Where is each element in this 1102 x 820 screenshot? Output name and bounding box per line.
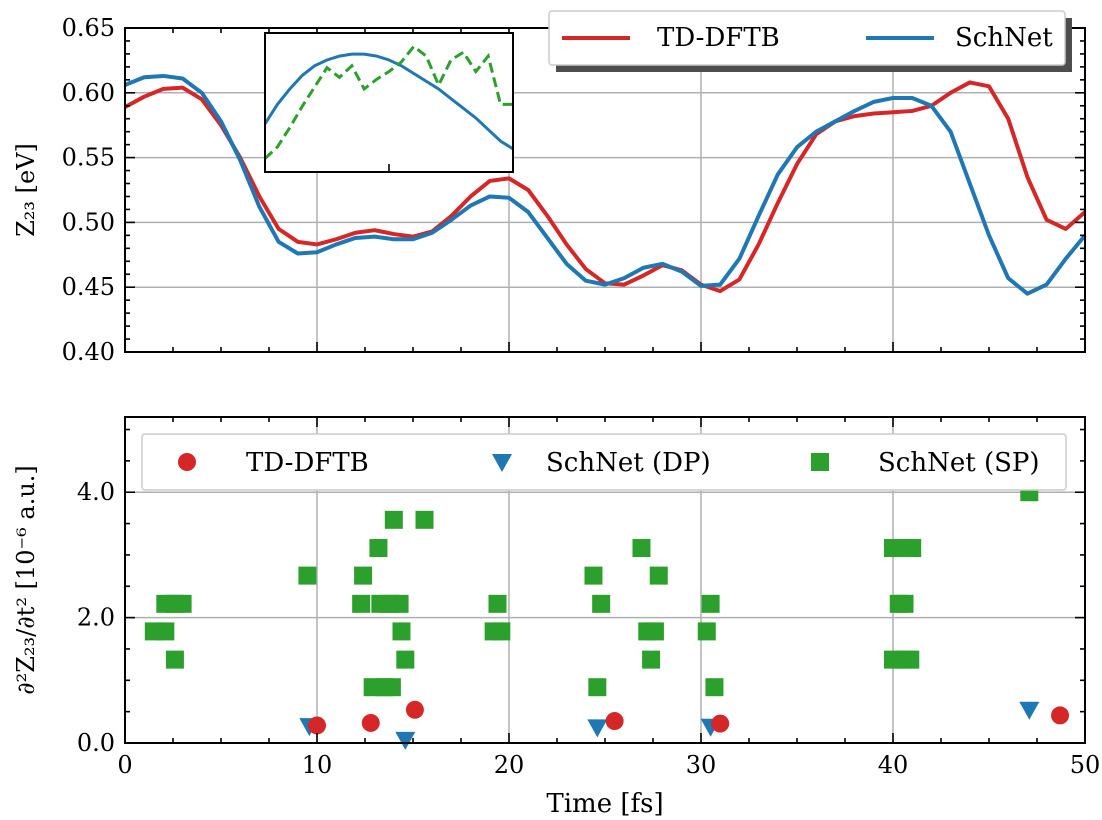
point-square <box>392 622 411 641</box>
point-square <box>649 566 668 585</box>
point-circle <box>308 716 326 735</box>
top-panel: 0.40 0.45 0.50 0.55 0.60 0.65 Z₂₃ [eV] TD-DFT… <box>12 10 1087 366</box>
point-triangle-down <box>1019 701 1040 720</box>
point-triangle-down <box>587 719 608 738</box>
inset-line-solid <box>263 52 514 151</box>
x-tick-label: 20 <box>494 751 525 779</box>
x-tick-label: 0 <box>117 751 132 779</box>
bottom-tick-labels: 0.0 2.0 4.0 0 10 20 30 40 50 <box>77 478 1100 779</box>
x-axis-label: Time [fs] <box>546 789 663 819</box>
legend-label-td-dftb: TD-DFTB <box>657 23 780 53</box>
point-square <box>697 622 716 641</box>
inset-line-dashed <box>263 44 513 160</box>
point-square <box>645 622 664 641</box>
point-square <box>354 566 373 585</box>
point-square <box>298 566 317 585</box>
legend-marker-square <box>811 453 829 471</box>
point-square <box>156 622 175 641</box>
bottom-y-tick-label: 4.0 <box>77 478 115 506</box>
x-tick-label: 10 <box>302 751 333 779</box>
point-circle <box>1051 706 1070 725</box>
point-square <box>384 510 403 529</box>
series-line-schnet <box>124 73 1087 296</box>
point-circle <box>605 712 624 731</box>
bottom-panel: 0.0 2.0 4.0 0 10 20 30 40 50 ∂²Z₂₃/∂t² [10⁻⁶ a.u… <box>12 416 1100 819</box>
legend-label: TD-DFTB <box>246 448 369 478</box>
top-y-tick-label: 0.60 <box>62 79 115 107</box>
point-square <box>701 594 720 613</box>
top-tick-labels: 0.40 0.45 0.50 0.55 0.60 0.65 <box>62 14 115 366</box>
top-y-tick-label: 0.50 <box>62 208 115 236</box>
point-square <box>903 539 922 558</box>
point-square <box>352 594 371 613</box>
point-square <box>895 594 914 613</box>
point-circle <box>361 713 380 732</box>
inset-background <box>265 33 513 172</box>
point-square <box>492 622 511 641</box>
legend-box <box>141 433 1067 491</box>
point-square <box>369 539 388 558</box>
x-tick-label: 50 <box>1070 751 1101 779</box>
legend-label-schnet: SchNet <box>955 23 1053 53</box>
legend-label: SchNet (DP) <box>546 448 711 478</box>
point-square <box>592 594 611 613</box>
top-y-tick-label: 0.40 <box>62 338 115 366</box>
bottom-y-axis-label: ∂²Z₂₃/∂t² [10⁻⁶ a.u.] <box>12 465 40 695</box>
point-square <box>901 650 920 669</box>
bottom-y-tick-label: 2.0 <box>77 604 115 632</box>
bottom-ticks <box>124 417 1086 744</box>
point-square <box>642 650 661 669</box>
legend-box <box>548 10 1066 66</box>
legend-label: SchNet (SP) <box>878 448 1040 478</box>
point-square <box>415 510 434 529</box>
point-circle <box>405 700 424 719</box>
top-y-tick-label: 0.65 <box>62 14 115 42</box>
x-tick-label: 40 <box>878 751 909 779</box>
point-square <box>390 594 409 613</box>
top-y-tick-label: 0.45 <box>62 273 115 301</box>
top-y-tick-label: 0.55 <box>62 144 115 172</box>
point-square <box>488 594 507 613</box>
point-square <box>173 594 192 613</box>
x-tick-label: 30 <box>686 751 717 779</box>
bottom-y-tick-label: 0.0 <box>77 729 115 757</box>
point-square <box>165 650 184 669</box>
legend-marker-triangle-down <box>492 454 512 472</box>
point-square <box>584 566 603 585</box>
bottom-plot-frame <box>124 416 1086 744</box>
point-square <box>705 678 724 697</box>
bottom-points <box>144 483 1070 750</box>
bottom-legend: TD-DFTB SchNet (DP) SchNet (SP) <box>141 433 1067 491</box>
point-square <box>588 678 607 697</box>
top-legend: TD-DFTB SchNet <box>548 10 1072 72</box>
top-lines <box>124 73 1087 296</box>
point-square <box>382 678 401 697</box>
top-y-axis-label: Z₂₃ [eV] <box>12 143 40 237</box>
inset-plot <box>263 32 514 173</box>
legend-marker-circle <box>178 453 196 471</box>
point-circle <box>711 714 730 733</box>
point-square <box>632 539 651 558</box>
point-triangle-down <box>395 731 416 750</box>
point-square <box>396 650 415 669</box>
